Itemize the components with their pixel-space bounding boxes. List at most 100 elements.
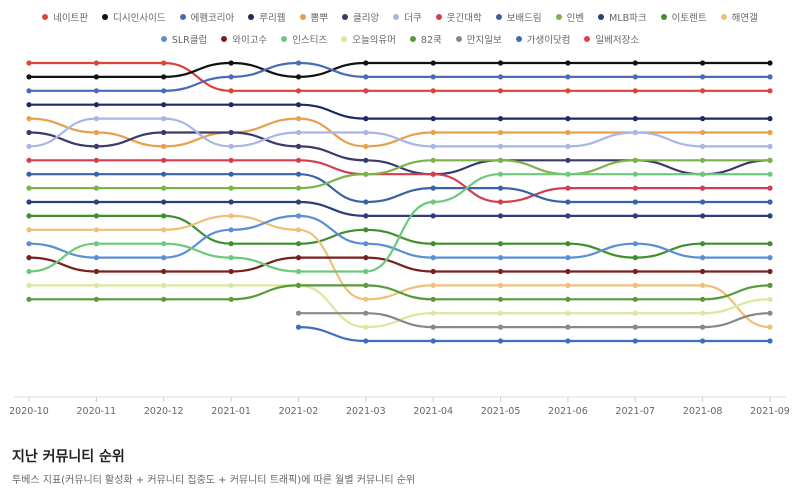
series-point [295,129,302,136]
x-tick-label: 2021-03 [346,406,386,417]
legend-label: 인스티즈 [292,35,328,46]
series-point [497,255,504,261]
series-point [430,310,436,316]
x-tick-label: 2021-05 [481,406,521,417]
series-point [228,171,234,177]
legend-item[interactable]: 보배드림 [495,10,542,24]
legend-item[interactable]: 해연갤 [720,10,758,24]
series-point [565,88,571,94]
series-point [26,171,32,177]
legend-item[interactable]: 인벤 [555,10,584,24]
series-point [767,213,773,219]
legend-label: 오늘의유머 [352,35,396,46]
legend-marker [160,36,167,42]
legend-item[interactable]: 이토렌트 [660,10,707,24]
series-point [632,129,638,136]
legend-label: 디시인사이드 [113,13,166,24]
series-point [565,213,571,219]
legend-item[interactable]: 네이트판 [42,10,88,24]
series-point [26,268,32,275]
series-point [430,129,436,136]
series-point [363,88,369,94]
series-point [363,296,369,302]
series-point [767,116,773,122]
series-point [161,213,167,219]
series-point [767,338,773,344]
legend-marker [515,36,522,42]
series-point [93,143,99,149]
x-tick-label: 2020-12 [144,406,184,417]
series-point [161,129,167,136]
series-point [632,268,638,275]
series-line [27,200,772,218]
legend-item[interactable]: 디시인사이드 [102,10,166,24]
series-point [228,227,234,233]
series-point [26,296,32,302]
series-point [497,324,504,330]
series-point [700,116,706,122]
legend-label: 82쿡 [420,35,442,46]
series-point [228,213,234,219]
legend-item[interactable]: 가생이닷컴 [515,32,570,46]
series-point [767,241,773,247]
series-point [363,157,369,163]
series-group [26,116,773,149]
series-point [93,268,99,275]
legend-item[interactable]: 인스티즈 [281,32,327,46]
series-point [26,241,32,247]
series-point [497,171,504,177]
series-point [632,60,638,66]
series-point [363,143,369,149]
series-point [565,143,571,149]
legend-item[interactable]: 만지일보 [455,32,502,46]
legend-marker [435,14,442,20]
series-point [430,74,436,80]
legend-item[interactable]: 에펨코리아 [179,10,234,24]
series-point [565,60,571,66]
series-point [700,338,706,344]
series-point [363,324,369,330]
series-point [767,282,773,288]
series-line [27,159,772,204]
legend-item[interactable]: 웃긴대학 [435,10,482,24]
series-point [295,241,302,247]
series-point [93,60,99,66]
legend-item[interactable]: 클리앙 [342,10,379,24]
series-point [228,241,234,247]
series-group [26,60,773,94]
legend-marker [281,36,288,42]
series-group [26,199,773,219]
series-group [26,255,773,275]
series-group [26,116,773,149]
series-point [700,171,706,177]
series-point [767,143,773,149]
legend-item[interactable]: SLR클럽 [160,32,207,46]
series-point [430,143,436,149]
legend-item[interactable]: 일베저장소 [584,32,639,46]
series-point [497,129,504,136]
series-point [497,116,504,122]
legend-item[interactable]: 와이고수 [221,32,267,46]
series-point [497,185,504,191]
series-point [161,157,167,163]
legend-item[interactable]: 오늘의유머 [341,32,396,46]
series-point [26,255,32,261]
legend-item[interactable]: 82쿡 [409,32,442,46]
series-point [565,74,571,80]
legend-item[interactable]: 더쿠 [393,10,422,24]
series-line [27,61,772,92]
series-point [161,241,167,247]
series-point [430,324,436,330]
legend-item[interactable]: 루리웹 [248,10,286,24]
legend-item[interactable]: MLB파크 [598,10,647,24]
series-point [93,255,99,261]
legend-item[interactable]: 뽐뿌 [299,10,328,24]
series-point [161,116,167,122]
series-point [363,171,369,177]
x-tick-label: 2021-09 [750,406,790,417]
series-point [767,255,773,261]
series-group [295,324,773,344]
x-tick-label: 2021-07 [615,406,655,417]
legend-marker [598,14,605,20]
series-point [565,116,571,122]
